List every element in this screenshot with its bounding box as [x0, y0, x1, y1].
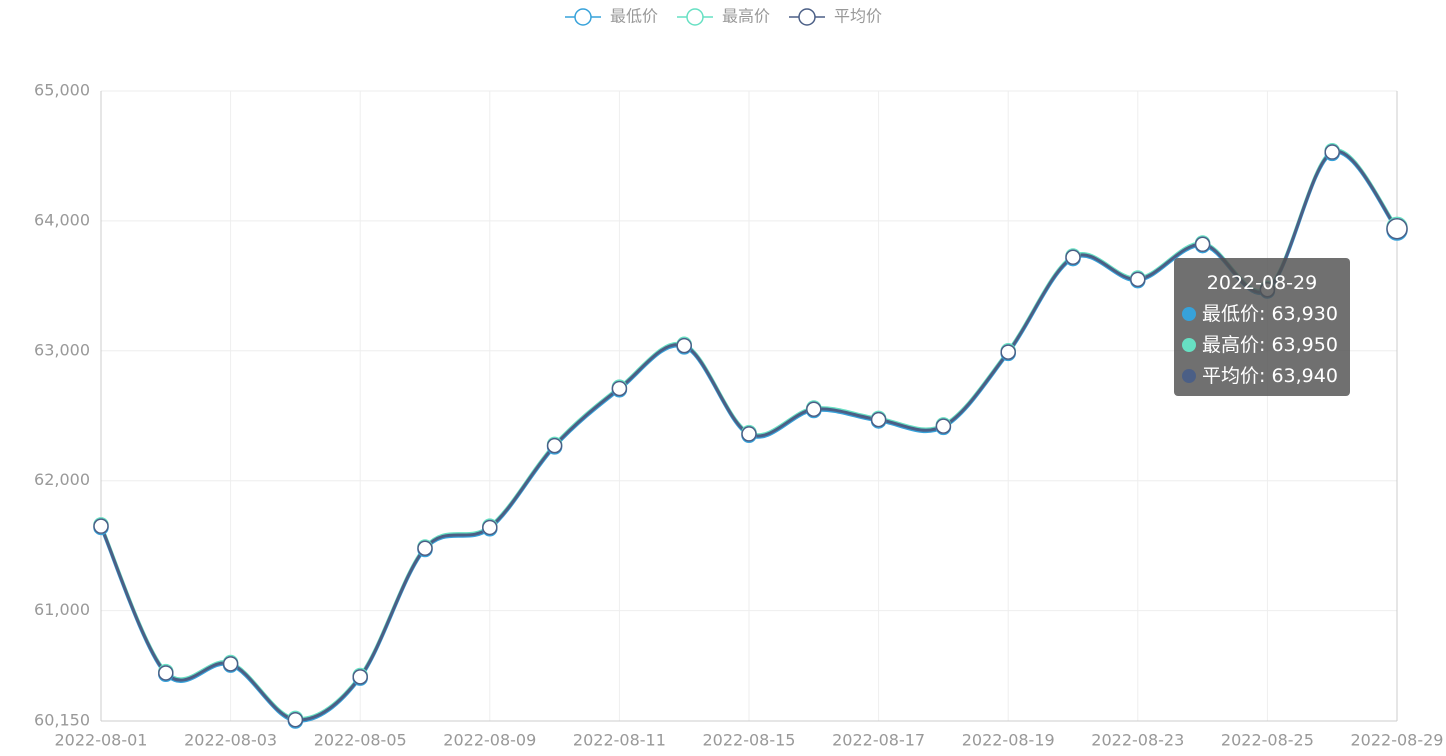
data-point [352, 669, 368, 685]
x-tick-label: 2022-08-03 [184, 731, 277, 750]
data-point [611, 380, 628, 397]
tooltip-dot [1182, 307, 1196, 321]
y-tick-label: 61,000 [34, 600, 90, 619]
tooltip-row: 最高价: 63,950 [1182, 330, 1342, 361]
legend-label: 最高价 [722, 7, 770, 26]
tooltip-text: 最高价: 63,950 [1202, 334, 1338, 356]
data-point [870, 411, 887, 428]
data-point [158, 665, 174, 681]
data-point [806, 401, 822, 417]
tooltip-text: 平均价: 63,940 [1202, 365, 1338, 387]
x-tick-label: 2022-08-01 [55, 731, 148, 750]
data-point [1324, 144, 1340, 160]
x-tick-label: 2022-08-05 [314, 731, 407, 750]
data-point [222, 656, 239, 672]
x-tick-label: 2022-08-09 [443, 731, 536, 750]
tooltip-row: 最低价: 63,930 [1182, 299, 1342, 330]
data-point [935, 418, 952, 434]
legend-icon [798, 8, 816, 26]
data-point [1386, 217, 1408, 240]
data-point [482, 519, 498, 536]
y-tick-label: 63,000 [34, 340, 90, 359]
data-point [1130, 271, 1146, 288]
legend-label: 平均价 [834, 7, 882, 26]
x-tick-label: 2022-08-29 [1351, 731, 1444, 750]
tooltip-text: 最低价: 63,930 [1202, 303, 1338, 325]
legend-icon [574, 8, 592, 26]
data-point [546, 437, 563, 454]
data-point [417, 540, 433, 556]
y-tick-label: 62,000 [34, 470, 90, 489]
data-point [1065, 249, 1081, 266]
data-point [1194, 236, 1211, 253]
x-tick-label: 2022-08-23 [1091, 731, 1184, 750]
x-tick-label: 2022-08-17 [832, 731, 925, 750]
y-tick-label: 60,150 [34, 711, 90, 730]
data-point [93, 518, 109, 534]
tooltip-row: 平均价: 63,940 [1182, 361, 1342, 392]
legend-icon [686, 8, 704, 26]
x-tick-label: 2022-08-19 [962, 731, 1055, 750]
data-point [741, 426, 757, 442]
x-tick-label: 2022-08-25 [1221, 731, 1314, 750]
tooltip: 2022-08-29 最低价: 63,930 最高价: 63,950 平均价: 63… [1174, 258, 1350, 396]
tooltip-title: 2022-08-29 [1206, 272, 1318, 294]
y-tick-label: 65,000 [34, 81, 90, 100]
data-point [1000, 344, 1016, 360]
tooltip-dot [1182, 338, 1196, 352]
x-tick-label: 2022-08-11 [573, 731, 666, 750]
legend-item[interactable]: 平均价 [789, 7, 882, 26]
data-point [676, 337, 692, 354]
legend-item[interactable]: 最高价 [677, 7, 770, 26]
legend-item[interactable]: 最低价 [565, 7, 658, 26]
y-tick-label: 64,000 [34, 210, 90, 229]
data-point [287, 711, 304, 728]
x-tick-label: 2022-08-15 [703, 731, 796, 750]
legend-label: 最低价 [610, 7, 658, 26]
tooltip-dot [1182, 369, 1196, 383]
